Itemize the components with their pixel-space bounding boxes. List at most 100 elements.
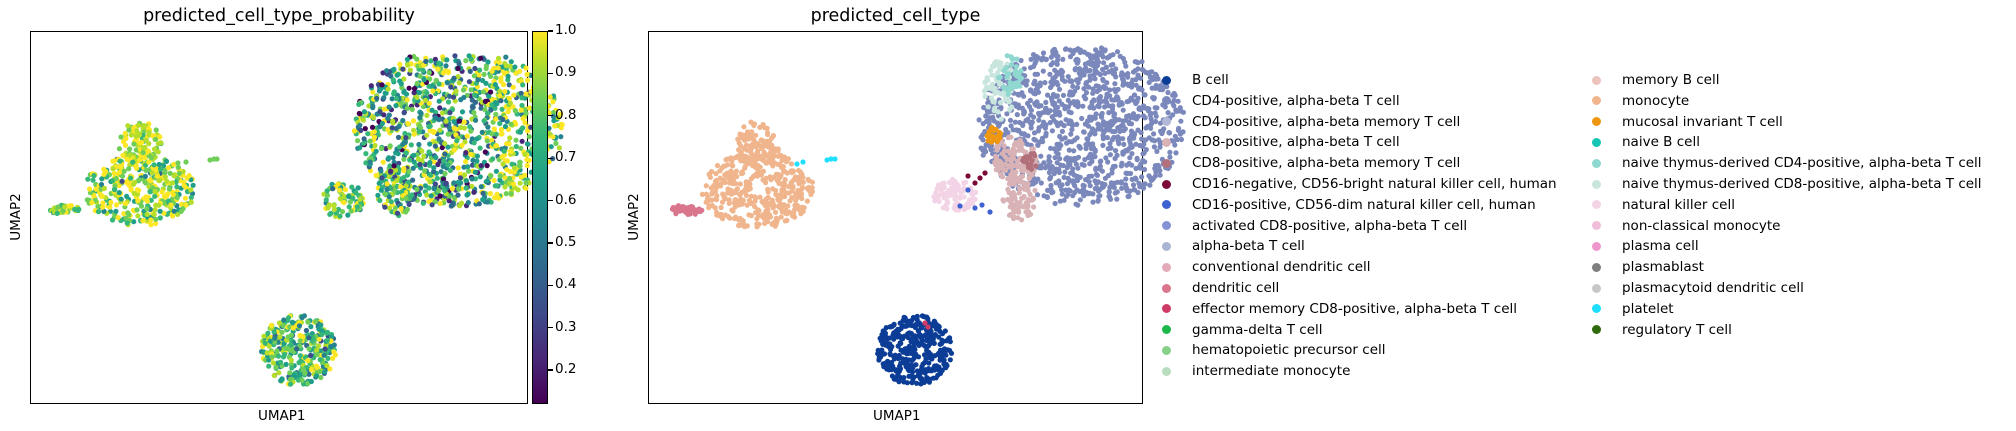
probability-point <box>116 190 122 196</box>
probability-point <box>507 175 513 182</box>
probability-point <box>445 99 452 105</box>
cell-point <box>1038 180 1044 186</box>
cell-point <box>917 322 923 328</box>
legend-label: plasmacytoid dendritic cell <box>1622 280 1804 296</box>
probability-point <box>498 78 504 84</box>
probability-point <box>504 141 510 147</box>
legend-item: naive thymus-derived CD8-positive, alpha… <box>1592 174 1982 194</box>
cell-point <box>1074 60 1080 66</box>
cell-point <box>1015 143 1021 149</box>
cell-point <box>759 199 765 205</box>
probability-point <box>90 177 96 183</box>
legend-label: CD16-positive, CD56-dim natural killer c… <box>1192 196 1536 213</box>
probability-point <box>391 159 397 165</box>
cell-point <box>1101 60 1107 66</box>
cell-point <box>1008 164 1015 170</box>
probability-point <box>468 87 474 93</box>
probability-point <box>478 55 484 61</box>
probability-point <box>378 145 385 152</box>
cell-point <box>786 190 792 196</box>
probability-point <box>489 68 495 74</box>
cell-point <box>982 79 988 85</box>
probability-point <box>458 97 464 103</box>
cell-point <box>944 206 950 212</box>
probability-point <box>426 149 432 155</box>
probability-point <box>434 175 440 181</box>
probability-point <box>418 110 424 116</box>
cell-point <box>990 137 997 143</box>
cell-point <box>1014 73 1020 79</box>
probability-point <box>518 107 524 113</box>
cell-point <box>1150 75 1156 81</box>
legend-label: non-classical monocyte <box>1622 217 1781 234</box>
cell-point <box>999 174 1006 180</box>
probability-point <box>463 150 469 156</box>
cell-point <box>1005 148 1011 154</box>
cell-point <box>1068 170 1074 176</box>
cell-point <box>1121 72 1127 78</box>
probability-point <box>465 200 471 206</box>
cell-point <box>1068 131 1074 137</box>
cell-point <box>1024 78 1030 84</box>
probability-point <box>492 105 498 111</box>
cell-point <box>1031 114 1037 120</box>
cell-point <box>798 169 804 175</box>
cell-point <box>930 375 936 381</box>
cell-point <box>1089 173 1095 179</box>
probability-point <box>156 161 162 168</box>
legend-marker <box>1162 158 1171 168</box>
legend-label: CD4-positive, alpha-beta T cell <box>1192 92 1400 109</box>
cell-point <box>965 204 972 210</box>
cell-point <box>1106 189 1112 195</box>
cell-point <box>1039 123 1045 129</box>
probability-point <box>409 106 415 112</box>
cell-point <box>728 155 734 161</box>
probability-point <box>380 159 386 165</box>
cell-point <box>1031 63 1037 69</box>
cell-point <box>1048 145 1054 151</box>
cell-point <box>1079 115 1085 122</box>
probability-point <box>523 65 529 71</box>
legend-marker <box>1592 325 1601 335</box>
probability-point <box>402 130 408 137</box>
probability-point <box>422 97 428 103</box>
cell-point <box>1008 172 1014 178</box>
probability-point <box>386 194 392 200</box>
probability-point <box>443 181 449 187</box>
probability-point <box>378 86 384 92</box>
legend-item: memory B cell <box>1592 70 1719 90</box>
probability-point <box>91 173 97 179</box>
cell-point <box>1074 84 1081 91</box>
cell-point <box>746 212 752 218</box>
cell-point <box>740 132 746 138</box>
cell-point <box>1012 181 1018 187</box>
probability-point <box>427 179 433 185</box>
probability-point <box>406 201 412 207</box>
cell-point <box>1055 82 1061 88</box>
cell-point <box>736 217 743 223</box>
probability-point <box>485 124 491 130</box>
probability-point <box>391 66 397 72</box>
cell-point <box>1022 159 1028 165</box>
cell-point <box>1147 112 1153 118</box>
cell-point <box>774 216 780 222</box>
cell-point <box>1093 111 1099 117</box>
cell-point <box>1115 138 1121 144</box>
probability-point <box>523 185 529 191</box>
cell-point <box>1120 107 1126 113</box>
legend-marker <box>1592 96 1601 106</box>
cell-point <box>905 321 911 327</box>
cell-point <box>798 211 804 217</box>
probability-point <box>362 126 368 132</box>
cell-point <box>704 196 711 202</box>
probability-point <box>159 189 165 195</box>
probability-point <box>153 221 159 227</box>
probability-point <box>468 151 474 157</box>
legend-marker <box>1162 221 1171 231</box>
probability-point <box>443 118 449 124</box>
cell-point <box>1092 154 1098 160</box>
probability-point <box>481 118 487 124</box>
probability-point <box>323 197 329 203</box>
cell-point <box>1031 130 1038 136</box>
probability-point <box>144 206 150 212</box>
